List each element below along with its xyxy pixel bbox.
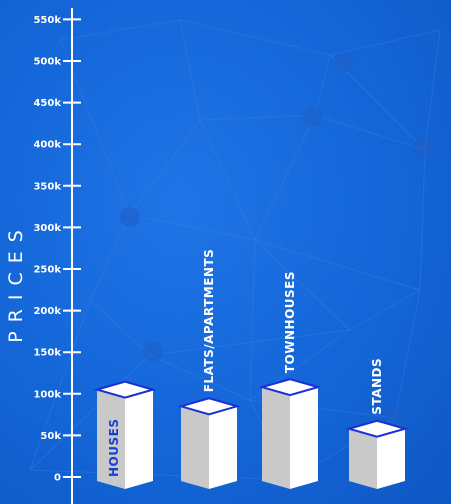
bar-side-face [262, 387, 290, 489]
y-tick-label: 450k [33, 98, 61, 109]
category-label: HOUSES [107, 419, 121, 477]
network-line [329, 29, 441, 56]
y-tick-label: 200k [33, 306, 61, 317]
category-label: STANDS [370, 358, 384, 415]
network-line [29, 469, 291, 481]
bar: TOWNHOUSES [258, 271, 322, 489]
network-node [143, 342, 163, 362]
y-tick-label: 500k [33, 57, 61, 68]
bar-top-face [345, 419, 409, 438]
network-line [149, 354, 251, 401]
network-line [29, 354, 151, 471]
bar: STANDS [345, 358, 409, 489]
network-line [254, 239, 351, 331]
network-line [129, 119, 201, 216]
y-tick-label: 250k [33, 265, 61, 276]
bar-front-face [125, 389, 153, 489]
bar-front-face [209, 406, 237, 489]
network-line [129, 214, 256, 241]
bar-top-face [177, 397, 241, 416]
network-line [419, 149, 426, 291]
y-tick-label: 300k [33, 223, 61, 234]
y-tick-label: 50k [40, 431, 61, 442]
network-line [254, 114, 316, 241]
network-line [199, 114, 316, 121]
bar-side-face [181, 406, 209, 489]
y-tick-label: 150k [33, 348, 61, 359]
bar: FLATS/APARTMENTS [177, 249, 241, 489]
y-axis-title: PRICES [5, 221, 27, 343]
network-node [387, 407, 407, 427]
network-line [89, 214, 131, 301]
network-line [179, 19, 201, 121]
network-line [149, 329, 351, 356]
network-line [424, 29, 441, 151]
bar-top-face [258, 378, 322, 397]
network-line [349, 289, 421, 331]
y-tick-label: 400k [33, 140, 61, 151]
network-line [254, 239, 421, 291]
network-line [29, 299, 91, 471]
bar: HOUSES [93, 380, 157, 489]
y-tick-label: 550k [33, 15, 61, 26]
bar-side-face [349, 428, 377, 489]
category-label: TOWNHOUSES [283, 271, 297, 373]
network-node [335, 52, 355, 72]
network-line [314, 114, 426, 151]
bar-front-face [290, 387, 318, 489]
network-line [394, 289, 421, 419]
bar-top-face [93, 380, 157, 399]
bar-front-face [377, 428, 405, 489]
network-line [249, 239, 256, 401]
y-tick-label: 0 [54, 473, 61, 484]
network-node [413, 138, 433, 158]
y-tick-label: 350k [33, 181, 61, 192]
bars-group: HOUSES FLATS/APARTMENTS TOWNHOUSES STANDS [93, 249, 409, 489]
network-line [59, 39, 131, 216]
network-node [120, 207, 140, 227]
category-label: FLATS/APARTMENTS [202, 249, 216, 393]
y-axis: 0 50k 100k 150k 200k 250k 300k 350k 400k 450k 500k… [33, 8, 81, 504]
network-line [179, 19, 331, 56]
network-node [303, 107, 323, 127]
network-line [199, 119, 256, 241]
network-line [59, 19, 181, 41]
network-line [314, 54, 331, 116]
bar-side-face [97, 389, 125, 489]
network-line [89, 299, 151, 356]
y-tick-label: 100k [33, 389, 61, 400]
